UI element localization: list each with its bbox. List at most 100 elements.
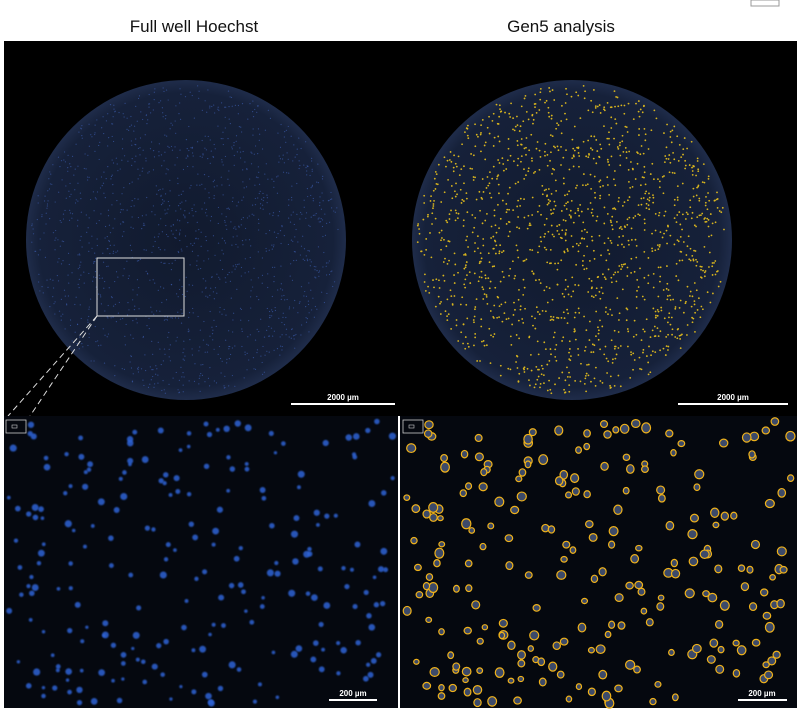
nucleus <box>455 165 458 168</box>
nucleus <box>692 195 695 198</box>
nucleus <box>557 124 560 126</box>
nucleus <box>762 611 772 620</box>
nucleus <box>290 135 292 137</box>
nucleus <box>158 143 160 145</box>
nucleus <box>615 122 618 125</box>
nucleus <box>45 223 47 225</box>
nucleus <box>746 565 754 574</box>
nucleus <box>520 105 523 108</box>
nucleus <box>693 282 696 284</box>
nucleus <box>661 176 664 178</box>
nucleus <box>619 345 622 347</box>
nucleus <box>111 204 113 206</box>
nucleus <box>130 367 133 369</box>
nucleus <box>83 470 88 475</box>
nucleus <box>74 189 76 191</box>
nucleus <box>288 306 291 308</box>
nucleus <box>460 331 463 334</box>
nucleus <box>673 243 676 246</box>
nucleus <box>123 368 126 370</box>
nucleus <box>123 187 125 189</box>
nucleus <box>280 288 282 290</box>
nucleus <box>240 224 242 226</box>
nucleus <box>674 306 677 308</box>
nucleus <box>92 280 94 282</box>
nucleus <box>79 336 81 338</box>
nucleus <box>162 87 164 89</box>
nucleus <box>97 498 105 506</box>
nucleus <box>55 237 57 239</box>
nucleus <box>44 256 46 258</box>
nucleus <box>164 353 166 355</box>
nucleus <box>748 602 758 612</box>
nucleus <box>328 273 331 276</box>
nucleus <box>468 271 471 274</box>
nucleus <box>234 420 242 427</box>
nucleus <box>254 368 257 370</box>
nucleus <box>476 637 484 645</box>
nucleus <box>523 366 526 369</box>
nucleus <box>566 201 569 203</box>
nucleus <box>164 118 167 120</box>
nucleus <box>171 317 174 319</box>
nucleus <box>485 344 488 347</box>
nucleus <box>224 116 226 118</box>
nucleus <box>225 314 227 316</box>
nucleus <box>516 205 519 208</box>
nucleus <box>142 335 145 338</box>
nucleus <box>274 309 277 312</box>
scale-label: 200 µm <box>748 689 775 698</box>
nucleus <box>49 306 51 308</box>
nucleus <box>606 372 608 374</box>
nucleus <box>242 181 244 183</box>
nucleus <box>292 558 299 565</box>
nucleus <box>548 287 551 290</box>
nucleus <box>689 259 692 262</box>
nucleus <box>464 559 473 568</box>
nucleus <box>626 266 629 269</box>
nucleus <box>631 185 634 188</box>
nucleus <box>273 280 275 283</box>
nucleus <box>263 371 265 373</box>
nucleus <box>261 274 264 277</box>
nucleus <box>162 380 164 382</box>
nucleus <box>459 489 468 498</box>
nucleus <box>512 209 515 211</box>
nucleus <box>262 199 264 202</box>
nucleus <box>453 274 455 276</box>
nucleus <box>262 192 264 195</box>
nucleus <box>751 638 761 647</box>
nucleus <box>603 106 606 109</box>
nucleus <box>424 420 434 430</box>
nucleus <box>608 143 611 146</box>
nucleus <box>78 435 84 441</box>
nucleus <box>627 345 629 348</box>
nucleus <box>553 208 555 211</box>
nucleus <box>635 102 637 105</box>
nucleus <box>446 159 449 162</box>
nucleus <box>599 185 602 188</box>
nucleus <box>57 261 59 263</box>
nucleus <box>175 229 177 231</box>
nucleus <box>764 621 775 633</box>
nucleus <box>478 190 481 193</box>
nucleus <box>480 131 482 134</box>
nucleus <box>63 151 66 153</box>
nucleus <box>98 293 100 295</box>
nucleus <box>330 198 332 201</box>
nucleus <box>450 209 452 212</box>
nucleus <box>498 250 501 253</box>
nucleus <box>190 184 192 187</box>
nucleus <box>233 154 235 157</box>
nucleus <box>704 217 706 219</box>
nucleus <box>707 219 710 221</box>
zoom-line <box>7 315 98 417</box>
nucleus <box>689 513 699 523</box>
nucleus <box>237 113 239 115</box>
nucleus <box>267 109 269 111</box>
nucleus <box>64 328 66 330</box>
nucleus <box>556 145 559 148</box>
nucleus <box>499 108 501 111</box>
nucleus <box>65 668 72 675</box>
